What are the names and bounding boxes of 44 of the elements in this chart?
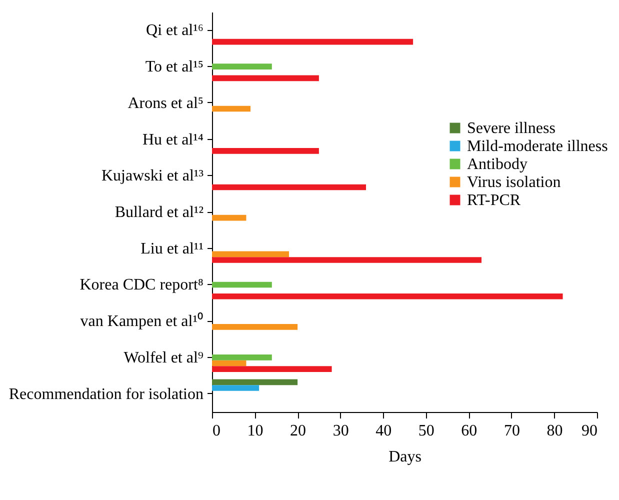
x-tick-label: 80 <box>546 422 563 440</box>
y-tick-label: To et al¹⁵ <box>145 58 204 76</box>
bar <box>212 106 250 112</box>
x-tick-label: 90 <box>582 422 598 440</box>
legend-label: RT-PCR <box>467 192 521 209</box>
legend-label: Severe illness <box>467 120 556 137</box>
bar <box>212 64 272 70</box>
legend-label: Virus isolation <box>467 174 561 191</box>
x-tick-label: 60 <box>461 422 478 440</box>
bar <box>212 184 366 190</box>
x-tick-label: 10 <box>247 422 264 440</box>
x-tick-label: 30 <box>332 422 349 440</box>
legend-label: Antibody <box>467 156 528 173</box>
y-tick-label: Wolfel et al⁹ <box>124 349 204 366</box>
x-axis-title: Days <box>388 448 422 466</box>
y-tick-label: van Kampen et al¹⁰ <box>80 312 204 330</box>
x-tick-label: 40 <box>376 422 392 440</box>
bar <box>212 354 272 360</box>
bar <box>212 251 289 258</box>
x-tick-label: 0 <box>212 422 220 440</box>
bar <box>212 282 272 288</box>
bar <box>212 366 332 372</box>
bar <box>212 257 482 263</box>
y-tick-label: Bullard et al¹² <box>114 204 204 221</box>
y-tick-label: Hu et al¹⁴ <box>142 131 204 148</box>
bar <box>212 385 260 391</box>
bar <box>212 293 563 300</box>
bar <box>212 379 298 386</box>
x-tick-label: 50 <box>418 422 434 440</box>
y-tick-label: Qi et al¹⁶ <box>146 22 204 40</box>
y-tick-label: Korea CDC report⁸ <box>80 276 204 294</box>
bar <box>212 214 246 221</box>
legend-label: Mild-moderate illness <box>467 138 608 155</box>
y-tick-label: Arons et al⁵ <box>128 94 204 112</box>
bar <box>212 38 414 45</box>
bar <box>212 324 298 330</box>
y-tick-label: Kujawski et al¹³ <box>101 168 204 185</box>
x-tick-label: 70 <box>504 422 520 440</box>
y-tick-label: Recommendation for isolation <box>8 386 204 403</box>
bar <box>212 360 246 366</box>
x-tick-label: 20 <box>290 422 306 440</box>
y-tick-label: Liu et al¹¹ <box>140 240 204 258</box>
bar <box>212 148 319 154</box>
bar <box>212 75 319 82</box>
